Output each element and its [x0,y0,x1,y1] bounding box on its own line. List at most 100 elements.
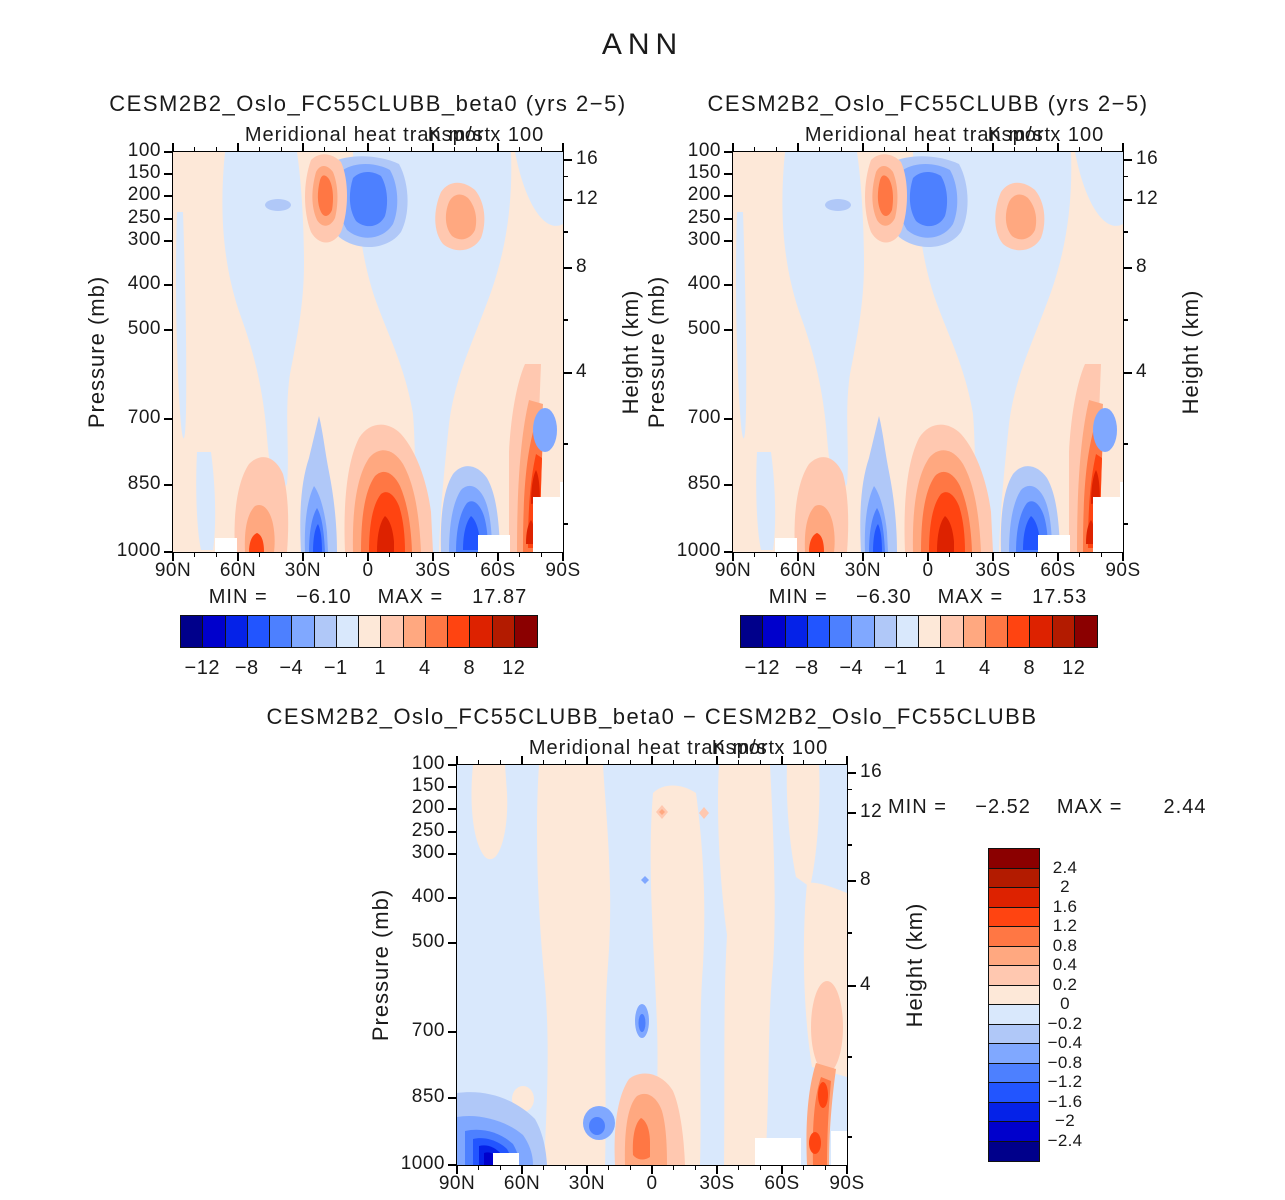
axis-tick [563,443,568,445]
axis-tick [164,217,173,220]
latitude-tick-label: 30S [415,560,451,581]
colorbar-swatch [762,615,787,648]
axis-tick [367,143,369,152]
colorbar-tick-label: 0.2 [1052,974,1078,994]
axis-tick [448,830,457,833]
axis-tick [586,1165,588,1174]
colorbar-swatch [358,615,382,648]
colorbar-swatch [988,1004,1040,1025]
colorbar-horizontal: −12 −8 −4 −1 1 4 8 12 [180,615,538,679]
axis-tick [258,552,261,557]
colorbar-swatch [180,615,204,648]
colorbar-tick-label: 4 [418,657,431,679]
axis-tick [237,143,239,152]
latitude-tick-label: 90S [829,1173,865,1194]
colorbar-swatch [806,615,831,648]
axis-tick [410,552,413,557]
axis-tick [345,147,348,152]
axis-tick [542,760,545,765]
pressure-tick-label: 100 [687,140,721,161]
colorbar-swatch [988,1121,1040,1142]
axis-tick [456,1165,458,1174]
axis-tick [651,1165,653,1174]
contour-field [173,152,563,552]
colorbar-swatch [988,848,1040,869]
axis-tick [802,760,805,765]
axis-tick [164,484,173,487]
axis-tick [563,523,568,525]
axis-tick [948,552,951,557]
axis-tick [732,143,734,152]
pressure-tick-label: 700 [687,406,721,428]
colorbar-swatch [1073,615,1098,648]
pressure-tick-label: 250 [127,206,161,228]
colorbar-tick-label: 2 [1060,877,1070,896]
latitude-tick-label: 90S [1105,560,1141,581]
axis-tick [724,195,733,198]
colorbar-swatch [988,1101,1040,1123]
axis-tick [448,786,457,789]
axis-tick [847,985,856,987]
pressure-tick-label: 150 [687,162,721,184]
axis-tick [847,1056,852,1058]
contour-plot: 100 150 200 250 300 400 500 700 850 1000 16 12 8 4 90N… [117,140,598,581]
axis-tick [948,147,951,152]
pressure-tick-label: 850 [687,473,721,495]
axis-tick [563,159,572,161]
axis-tick [432,552,434,561]
latitude-tick-label: 60N [779,560,817,581]
height-tick-label: 12 [1136,188,1159,209]
colorbar-tick-label: −0.8 [1047,1052,1083,1072]
axis-tick [518,552,521,557]
latitude-tick-label: 30S [975,560,1011,581]
pressure-tick-label: 1000 [676,540,721,561]
axis-tick [453,552,456,557]
axis-tick [629,760,632,765]
min-label: MIN = [888,796,947,818]
axis-tick [992,143,994,152]
pressure-tick-label: 200 [687,184,721,206]
y-axis-label-height: Height (km) [902,902,927,1028]
axis-tick [1078,552,1081,557]
y-axis-label-height: Height (km) [1178,289,1203,415]
colorbar-tick-label: −8 [234,657,259,679]
plot-subtitle: Meridional heat transport [804,124,1052,146]
axis-tick [818,552,821,557]
colorbar-tick-label: 1 [374,657,387,679]
axis-tick [302,143,304,152]
colorbar-swatch [740,615,764,648]
latitude-tick-label: 30N [284,560,322,581]
axis-tick [448,941,457,944]
colorbar-tick-label: 1 [934,657,947,679]
axis-tick [477,760,480,765]
axis-tick [759,760,762,765]
latitude-tick-label: 60S [1040,560,1076,581]
colorbar-swatch [313,615,338,648]
contour-field [733,152,1123,552]
axis-tick [716,756,718,765]
colorbar-tick-label: 2.4 [1052,857,1078,877]
colorbar-swatch [1051,615,1076,648]
contour-plot: 100 150 200 250 300 400 500 700 850 1000 16 12 8 4 90N… [677,140,1158,581]
pressure-tick-label: 100 [411,753,445,774]
colorbar-swatch [1029,615,1054,648]
axis-tick [456,756,458,765]
axis-tick [1123,267,1132,269]
axis-tick [1123,372,1132,374]
axis-tick [1123,231,1128,233]
latitude-tick-label: 30N [844,560,882,581]
colorbar-tick-label: −4 [279,657,304,679]
axis-tick [1123,523,1128,525]
contour-plot: 100 150 200 250 300 400 500 700 850 1000 16 12 8 4 90N… [401,753,882,1194]
axis-tick [448,808,457,811]
max-label: MAX = [377,586,444,608]
height-tick-label: 4 [1136,361,1148,382]
colorbar-tick-label: 12 [1062,657,1086,679]
axis-tick [716,1165,718,1174]
colorbar-tick-label: 0.4 [1052,955,1078,974]
axis-tick [563,372,572,374]
height-tick-label: 16 [1136,148,1159,169]
axis-tick [432,143,434,152]
colorbar-tick-label: 8 [463,657,476,679]
